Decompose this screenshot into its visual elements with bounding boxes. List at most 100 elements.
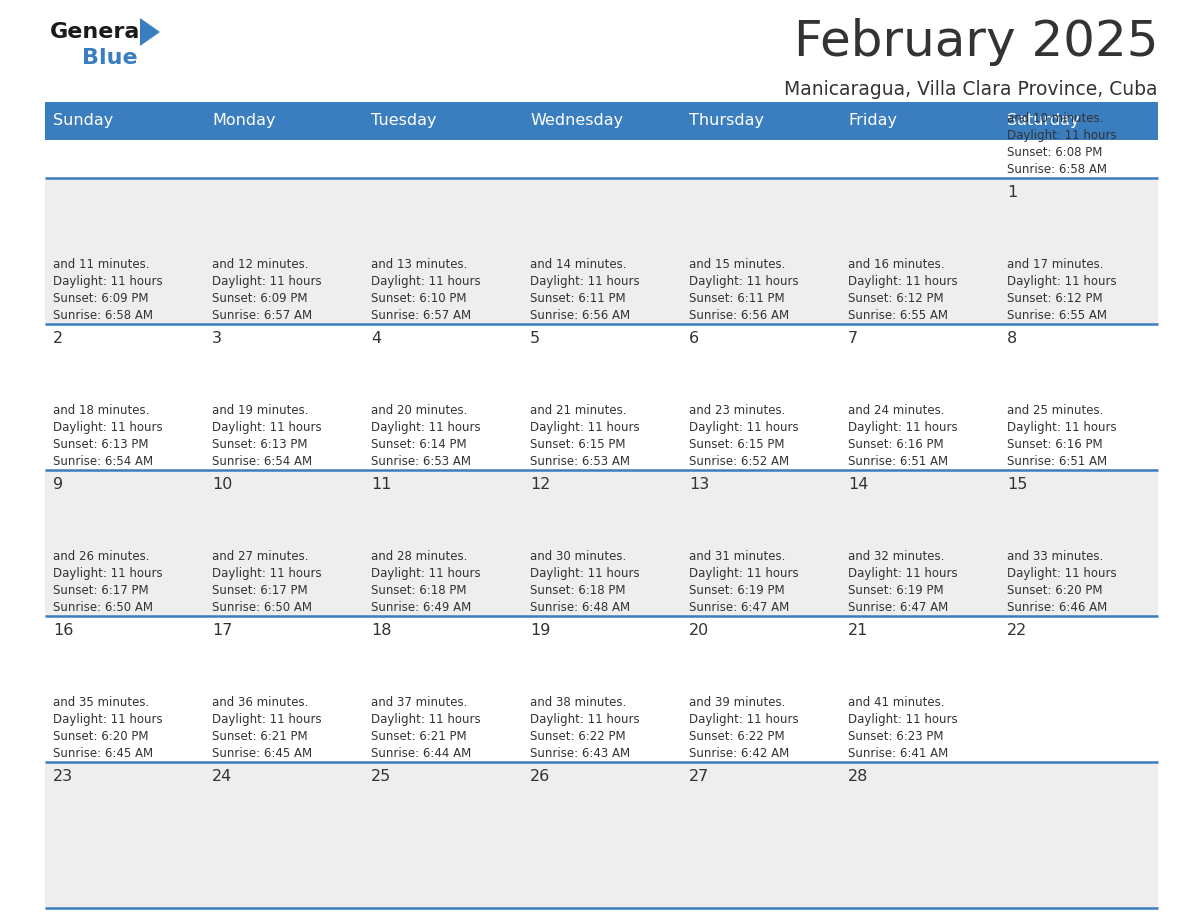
Text: Sunset: 6:15 PM: Sunset: 6:15 PM <box>530 438 626 451</box>
Text: 19: 19 <box>530 623 550 638</box>
Text: Sunrise: 6:57 AM: Sunrise: 6:57 AM <box>371 309 472 322</box>
Bar <box>681 102 840 140</box>
Bar <box>204 102 364 140</box>
Text: Daylight: 11 hours: Daylight: 11 hours <box>211 275 322 288</box>
Text: Daylight: 11 hours: Daylight: 11 hours <box>848 275 958 288</box>
Text: General: General <box>50 22 148 42</box>
Text: and 18 minutes.: and 18 minutes. <box>53 404 150 417</box>
Text: and 24 minutes.: and 24 minutes. <box>848 404 944 417</box>
Text: 26: 26 <box>530 769 550 784</box>
Text: Daylight: 11 hours: Daylight: 11 hours <box>689 567 798 580</box>
Text: Sunset: 6:10 PM: Sunset: 6:10 PM <box>371 292 467 305</box>
Bar <box>681 616 840 762</box>
Bar <box>840 178 999 324</box>
Text: Daylight: 11 hours: Daylight: 11 hours <box>1007 567 1117 580</box>
Text: Daylight: 11 hours: Daylight: 11 hours <box>211 421 322 434</box>
Text: 24: 24 <box>211 769 232 784</box>
Text: Daylight: 11 hours: Daylight: 11 hours <box>53 421 163 434</box>
Text: Daylight: 11 hours: Daylight: 11 hours <box>53 713 163 726</box>
Bar <box>364 324 522 470</box>
Bar <box>840 616 999 762</box>
Text: Thursday: Thursday <box>689 114 764 129</box>
Text: Tuesday: Tuesday <box>371 114 436 129</box>
Text: Sunset: 6:09 PM: Sunset: 6:09 PM <box>53 292 148 305</box>
Text: Sunrise: 6:48 AM: Sunrise: 6:48 AM <box>530 601 630 614</box>
Text: Sunrise: 6:53 AM: Sunrise: 6:53 AM <box>530 455 630 468</box>
Text: Sunrise: 6:42 AM: Sunrise: 6:42 AM <box>689 747 789 760</box>
Text: Sunset: 6:16 PM: Sunset: 6:16 PM <box>848 438 943 451</box>
Bar <box>204 616 364 762</box>
Text: Sunday: Sunday <box>53 114 113 129</box>
Text: Sunset: 6:13 PM: Sunset: 6:13 PM <box>211 438 308 451</box>
Text: and 23 minutes.: and 23 minutes. <box>689 404 785 417</box>
Text: Daylight: 11 hours: Daylight: 11 hours <box>371 421 481 434</box>
Text: Sunrise: 6:51 AM: Sunrise: 6:51 AM <box>1007 455 1107 468</box>
Text: 15: 15 <box>1007 477 1028 492</box>
Text: 3: 3 <box>211 331 222 346</box>
Text: Sunset: 6:19 PM: Sunset: 6:19 PM <box>848 584 943 597</box>
Text: 25: 25 <box>371 769 391 784</box>
Text: Daylight: 11 hours: Daylight: 11 hours <box>530 713 639 726</box>
Text: 12: 12 <box>530 477 550 492</box>
Text: Sunrise: 6:45 AM: Sunrise: 6:45 AM <box>53 747 153 760</box>
Text: and 39 minutes.: and 39 minutes. <box>689 696 785 709</box>
Text: 16: 16 <box>53 623 74 638</box>
Text: and 35 minutes.: and 35 minutes. <box>53 696 150 709</box>
Bar <box>522 324 681 470</box>
Text: and 12 minutes.: and 12 minutes. <box>211 258 309 271</box>
Bar <box>681 324 840 470</box>
Text: February 2025: February 2025 <box>794 18 1158 66</box>
Text: Sunset: 6:14 PM: Sunset: 6:14 PM <box>371 438 467 451</box>
Text: and 14 minutes.: and 14 minutes. <box>530 258 626 271</box>
Text: Sunrise: 6:49 AM: Sunrise: 6:49 AM <box>371 601 472 614</box>
Bar <box>840 324 999 470</box>
Text: Daylight: 11 hours: Daylight: 11 hours <box>211 567 322 580</box>
Text: Daylight: 11 hours: Daylight: 11 hours <box>371 567 481 580</box>
Text: Sunrise: 6:55 AM: Sunrise: 6:55 AM <box>848 309 948 322</box>
Text: Monday: Monday <box>211 114 276 129</box>
Text: and 27 minutes.: and 27 minutes. <box>211 550 309 563</box>
Text: Sunrise: 6:56 AM: Sunrise: 6:56 AM <box>689 309 789 322</box>
Text: Sunrise: 6:50 AM: Sunrise: 6:50 AM <box>211 601 312 614</box>
Text: 10: 10 <box>211 477 233 492</box>
Text: Daylight: 11 hours: Daylight: 11 hours <box>53 567 163 580</box>
Text: 21: 21 <box>848 623 868 638</box>
Text: 23: 23 <box>53 769 74 784</box>
Bar <box>364 762 522 908</box>
Text: Daylight: 11 hours: Daylight: 11 hours <box>530 275 639 288</box>
Text: 8: 8 <box>1007 331 1017 346</box>
Bar <box>364 616 522 762</box>
Text: Sunset: 6:22 PM: Sunset: 6:22 PM <box>689 730 784 743</box>
Text: and 37 minutes.: and 37 minutes. <box>371 696 467 709</box>
Text: Sunset: 6:19 PM: Sunset: 6:19 PM <box>689 584 784 597</box>
Text: and 19 minutes.: and 19 minutes. <box>211 404 309 417</box>
Text: Sunrise: 6:52 AM: Sunrise: 6:52 AM <box>689 455 789 468</box>
Text: 11: 11 <box>371 477 392 492</box>
Bar <box>840 470 999 616</box>
Bar <box>840 102 999 140</box>
Text: Daylight: 11 hours: Daylight: 11 hours <box>689 421 798 434</box>
Text: Daylight: 11 hours: Daylight: 11 hours <box>530 567 639 580</box>
Text: and 38 minutes.: and 38 minutes. <box>530 696 626 709</box>
Text: Sunset: 6:08 PM: Sunset: 6:08 PM <box>1007 146 1102 159</box>
Bar <box>364 178 522 324</box>
Text: 18: 18 <box>371 623 392 638</box>
Text: 4: 4 <box>371 331 381 346</box>
Text: Sunset: 6:09 PM: Sunset: 6:09 PM <box>211 292 308 305</box>
Text: Sunrise: 6:41 AM: Sunrise: 6:41 AM <box>848 747 948 760</box>
Text: Sunrise: 6:44 AM: Sunrise: 6:44 AM <box>371 747 472 760</box>
Bar <box>999 616 1158 762</box>
Text: 5: 5 <box>530 331 541 346</box>
Text: Sunrise: 6:53 AM: Sunrise: 6:53 AM <box>371 455 470 468</box>
Bar <box>999 470 1158 616</box>
Text: Daylight: 11 hours: Daylight: 11 hours <box>371 713 481 726</box>
Text: Sunrise: 6:45 AM: Sunrise: 6:45 AM <box>211 747 312 760</box>
Text: Sunrise: 6:43 AM: Sunrise: 6:43 AM <box>530 747 630 760</box>
Text: Sunset: 6:16 PM: Sunset: 6:16 PM <box>1007 438 1102 451</box>
Text: Sunset: 6:13 PM: Sunset: 6:13 PM <box>53 438 148 451</box>
Text: 28: 28 <box>848 769 868 784</box>
Text: 9: 9 <box>53 477 63 492</box>
Bar <box>364 470 522 616</box>
Bar <box>681 762 840 908</box>
Text: Sunrise: 6:51 AM: Sunrise: 6:51 AM <box>848 455 948 468</box>
